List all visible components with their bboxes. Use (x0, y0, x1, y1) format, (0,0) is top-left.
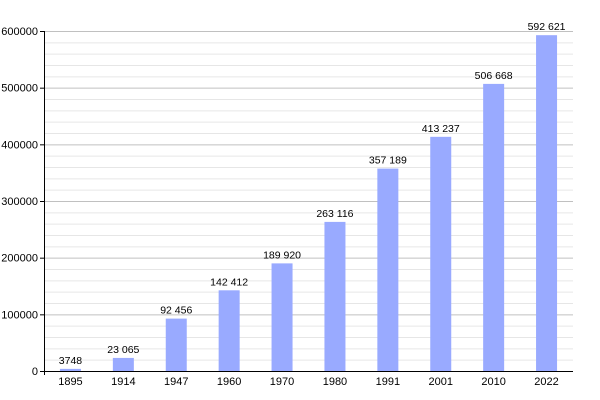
x-tick-label: 2010 (481, 376, 505, 388)
data-label: 189 920 (263, 249, 301, 261)
bar (536, 35, 558, 372)
y-tick-label: 300000 (1, 196, 38, 208)
bar (165, 318, 187, 371)
bar (483, 83, 505, 372)
x-tick-label: 1947 (164, 376, 188, 388)
axes (40, 31, 573, 375)
data-labels: 3748 23 065 92 456 142 412 189 920 263 116 357… (59, 21, 566, 367)
data-label: 263 116 (316, 208, 353, 220)
x-tick-label: 1980 (323, 376, 347, 388)
x-tick-label: 2001 (429, 376, 453, 388)
bar (324, 221, 346, 371)
data-label: 592 621 (528, 21, 566, 33)
data-label: 142 412 (210, 276, 248, 288)
bar (271, 263, 293, 371)
data-label: 3748 (59, 355, 83, 367)
bar (218, 290, 240, 371)
y-axis-tick-labels: 0 100000 200000 300000 400000 500000 600000 (1, 26, 38, 378)
x-tick-label: 1895 (58, 376, 82, 388)
x-tick-label: 1970 (270, 376, 294, 388)
bar (377, 168, 399, 371)
bar (112, 357, 134, 371)
data-label: 92 456 (160, 305, 192, 317)
bar (59, 368, 81, 371)
y-tick-label: 200000 (1, 253, 38, 265)
bars (59, 35, 558, 372)
x-tick-label: 2022 (534, 376, 558, 388)
x-axis-tick-labels: 1895 1914 1947 1960 1970 1980 1991 2001 2010 2022 (58, 376, 559, 388)
y-tick-label: 500000 (1, 83, 38, 95)
y-tick-label: 400000 (1, 139, 38, 151)
x-tick-label: 1991 (376, 376, 400, 388)
y-tick-label: 0 (32, 366, 38, 378)
data-label: 23 065 (107, 344, 139, 356)
data-label: 357 189 (369, 155, 407, 167)
y-tick-label: 600000 (1, 26, 38, 38)
x-tick-label: 1914 (111, 376, 135, 388)
data-label: 506 668 (475, 70, 513, 82)
data-label: 413 237 (422, 123, 460, 135)
x-tick-label: 1960 (217, 376, 241, 388)
bar (430, 136, 452, 371)
y-tick-label: 100000 (1, 309, 38, 321)
